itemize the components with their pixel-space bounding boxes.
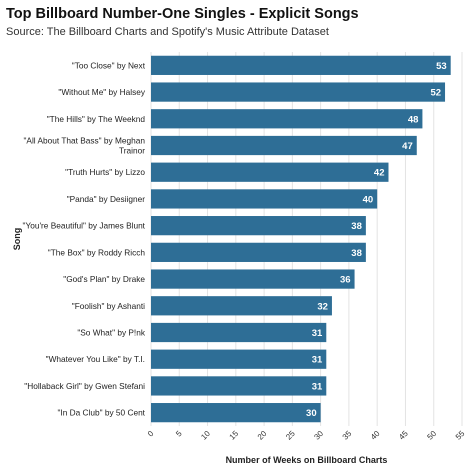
- category-label: "Whatever You Like" by T.I.: [46, 354, 145, 364]
- category-label: "The Hills" by The Weeknd: [47, 114, 146, 124]
- bar-value-label: 36: [340, 275, 351, 286]
- x-tick-labels: 0 5 10 15 20 25 30 35 40 45 50 55: [146, 429, 467, 442]
- category-label: "God's Plan" by Drake: [63, 274, 145, 284]
- category-label: "Too Close" by Next: [72, 60, 146, 70]
- bar: [151, 296, 332, 316]
- bar: [151, 109, 423, 129]
- bar-value-label: 40: [363, 194, 374, 205]
- bar-value-label: 31: [312, 328, 323, 339]
- category-label: "You're Beautiful" by James Blunt: [23, 221, 146, 231]
- bar-value-label: 31: [312, 355, 323, 366]
- bar-value-label: 38: [351, 248, 362, 259]
- x-tick-label: 10: [199, 429, 212, 442]
- x-tick-label: 25: [284, 429, 297, 442]
- category-label: "All About That Bass" by Meghan: [23, 136, 145, 146]
- chart-title: Top Billboard Number-One Singles - Expli…: [6, 6, 359, 22]
- category-label: "Without Me" by Halsey: [58, 87, 145, 97]
- bar-value-label: 53: [436, 61, 447, 72]
- x-axis-title: Number of Weeks on Billboard Charts: [226, 455, 388, 465]
- x-tick-label: 15: [228, 429, 241, 442]
- bar: [151, 162, 389, 182]
- category-label: "Truth Hurts" by Lizzo: [65, 167, 145, 177]
- x-tick-label: 45: [397, 429, 410, 442]
- x-tick-label: 40: [369, 429, 382, 442]
- bar-value-label: 31: [312, 381, 323, 392]
- bar: [151, 55, 451, 75]
- bar-value-label: 42: [374, 168, 385, 179]
- bar-value-label: 38: [351, 221, 362, 232]
- category-label: "The Box" by Roddy Ricch: [48, 247, 146, 257]
- x-tick-label: 55: [454, 429, 467, 442]
- x-tick-label: 50: [425, 429, 438, 442]
- bar-value-label: 30: [306, 408, 317, 419]
- bar: [151, 403, 321, 423]
- bar-value-label: 47: [402, 141, 413, 152]
- category-label: "Panda" by Desiigner: [67, 194, 146, 204]
- bar: [151, 242, 366, 262]
- category-label: "Hollaback Girl" by Gwen Stefani: [24, 381, 145, 391]
- bar: [151, 269, 355, 289]
- bar: [151, 349, 327, 369]
- chart-subtitle: Source: The Billboard Charts and Spotify…: [6, 26, 329, 38]
- y-axis-title: Song: [12, 228, 22, 251]
- gridlines: [150, 52, 463, 426]
- bar-value-label: 32: [317, 301, 328, 312]
- x-tick-label: 0: [146, 429, 156, 439]
- bar: [151, 135, 417, 156]
- bar: [151, 82, 446, 102]
- bar: [151, 322, 327, 343]
- x-tick-label: 5: [174, 429, 184, 439]
- x-tick-label: 20: [256, 429, 269, 442]
- category-label: "In Da Club" by 50 Cent: [57, 408, 145, 418]
- x-tick-label: 35: [341, 429, 354, 442]
- category-label: Trainor: [119, 146, 145, 156]
- bar: [151, 376, 327, 396]
- bar: [151, 216, 366, 236]
- category-label: "Foolish" by Ashanti: [72, 301, 145, 311]
- bars: 53 52 48 47 42 40 38 38 36 32 31 31 31 30: [151, 55, 451, 423]
- category-label: "So What" by P!nk: [77, 328, 146, 338]
- bar-value-label: 48: [408, 114, 419, 125]
- x-tick-label: 30: [312, 429, 325, 442]
- category-labels: "Too Close" by Next "Without Me" by Halse…: [23, 60, 146, 417]
- bar: [151, 189, 378, 209]
- bar-value-label: 52: [430, 88, 441, 99]
